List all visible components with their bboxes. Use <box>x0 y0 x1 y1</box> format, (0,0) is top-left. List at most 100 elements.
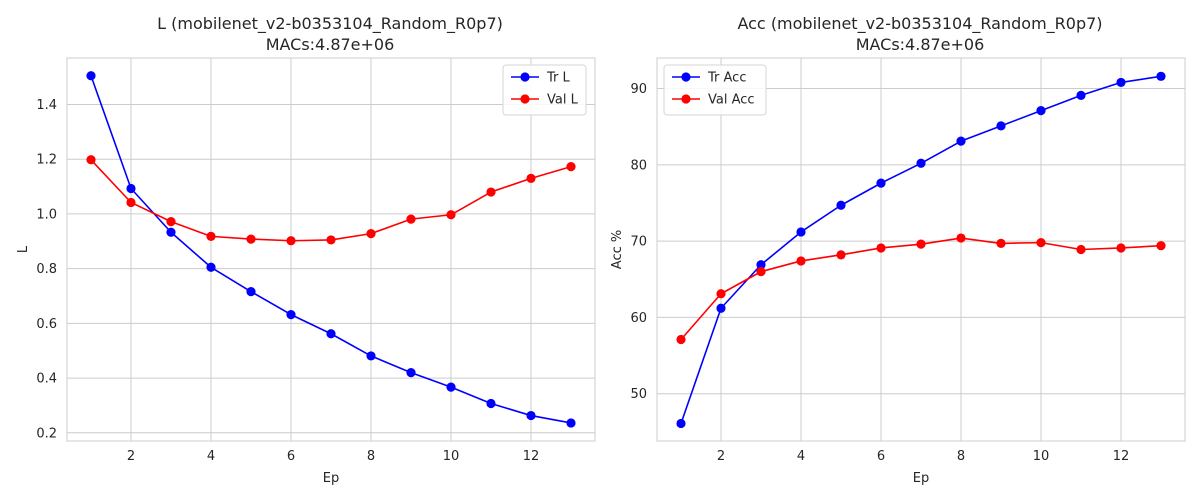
accuracy-chart-xtick-label: 2 <box>717 449 725 464</box>
loss-chart-series-2-point <box>486 187 496 197</box>
loss-chart-series-2-point <box>86 155 96 165</box>
accuracy-chart-legend-label: Val Acc <box>708 93 755 108</box>
accuracy-chart-xtick-label: 10 <box>1033 449 1050 464</box>
accuracy-chart-series-2-point <box>916 239 926 249</box>
accuracy-chart-ytick-label: 50 <box>630 387 647 402</box>
loss-chart-series-2-point <box>326 235 336 245</box>
loss-chart-ytick-label: 0.4 <box>36 372 57 387</box>
loss-chart-series-2-point <box>406 214 416 224</box>
accuracy-chart-series-1-point <box>836 200 846 210</box>
accuracy-chart-title: Acc (mobilenet_v2-b0353104_Random_R0p7) <box>737 14 1102 34</box>
accuracy-chart-series-1-point <box>1076 90 1086 100</box>
accuracy-chart-series <box>676 71 1166 429</box>
accuracy-chart-series-2-point <box>956 233 966 243</box>
accuracy-chart-series-1-point <box>716 303 726 313</box>
loss-chart-series-2-point <box>366 229 376 239</box>
accuracy-chart-series-1-point <box>1036 106 1046 116</box>
loss-chart-plot-area <box>66 57 596 442</box>
loss-chart-title: L (mobilenet_v2-b0353104_Random_R0p7) <box>157 14 503 34</box>
accuracy-chart-series-2-point <box>1076 244 1086 255</box>
accuracy-chart-xtick-label: 8 <box>957 449 965 464</box>
accuracy-chart-series-2-point <box>1116 243 1126 253</box>
loss-chart-xtick-label: 12 <box>523 449 540 464</box>
loss-chart-series-1-point <box>406 368 416 378</box>
accuracy-chart-series-1-point <box>1116 77 1126 88</box>
loss-chart-series-2-point <box>446 210 456 220</box>
loss-chart-xtick-label: 4 <box>207 449 215 464</box>
accuracy-chart-plot-area <box>656 57 1186 442</box>
loss-chart-legend-swatch-marker <box>520 72 530 82</box>
loss-chart-legend: Tr L Val L <box>502 64 587 116</box>
loss-chart-ytick-label: 1.0 <box>36 207 57 222</box>
loss-chart-series-2-point <box>166 216 176 227</box>
accuracy-chart-series-2-line <box>680 237 1162 341</box>
accuracy-chart-series-2-point <box>996 238 1006 248</box>
accuracy-chart-ticks: 2 4 6 8 10 12 50 60 70 80 90 <box>630 82 1129 464</box>
accuracy-chart-series-2-point <box>716 289 726 299</box>
accuracy-chart-legend-swatch-marker <box>681 94 691 104</box>
loss-chart-xtick-label: 8 <box>367 449 375 464</box>
accuracy-chart-xlabel: Ep <box>913 471 929 486</box>
loss-chart-legend-label: Tr L <box>546 71 571 86</box>
accuracy-chart-series-1-point <box>956 136 966 146</box>
loss-chart-series-1-line <box>90 75 572 424</box>
accuracy-chart-xtick-label: 12 <box>1113 449 1130 464</box>
loss-chart-series-2-point <box>526 173 536 183</box>
loss-chart-legend-label: Val L <box>547 93 579 108</box>
accuracy-chart-series-2-point <box>756 267 766 277</box>
accuracy-chart-legend-swatch-marker <box>681 72 691 82</box>
loss-chart-series-1-point <box>326 329 336 339</box>
loss-chart-ytick-label: 0.8 <box>36 262 57 277</box>
accuracy-chart-series-1-point <box>676 418 686 429</box>
accuracy-chart-series-2-point <box>876 243 886 253</box>
accuracy-chart-ytick-label: 90 <box>630 82 647 97</box>
accuracy-chart-legend: Tr Acc Val Acc <box>663 64 767 116</box>
loss-chart-series-1-point <box>566 418 576 428</box>
loss-chart-series-2-point <box>246 234 256 244</box>
loss-chart-legend-swatch-marker <box>520 94 530 104</box>
accuracy-chart-series-1-point <box>756 260 766 270</box>
accuracy-chart-series-2-point <box>796 256 806 266</box>
accuracy-chart-series-2-point <box>676 334 686 345</box>
accuracy-chart-series-2-point <box>836 250 846 260</box>
loss-chart-ytick-label: 0.6 <box>36 317 57 332</box>
loss-chart-series-1-point <box>166 227 176 237</box>
accuracy-chart-xtick-label: 6 <box>877 449 885 464</box>
loss-chart-series <box>86 71 576 428</box>
loss-chart-series-1-point <box>366 351 376 361</box>
loss-chart-ylabel: L <box>16 245 31 253</box>
accuracy-chart-ytick-label: 80 <box>630 158 647 173</box>
loss-chart-series-1-point <box>286 310 296 320</box>
accuracy-chart-xtick-label: 4 <box>797 449 805 464</box>
accuracy-chart-series-2-point <box>1036 238 1046 248</box>
accuracy-chart-series-2-point <box>1156 241 1166 251</box>
accuracy-chart-series-1-point <box>996 121 1006 131</box>
accuracy-chart-ylabel: Acc % <box>610 230 625 269</box>
accuracy-chart-legend-label: Tr Acc <box>707 71 746 86</box>
loss-chart: L (mobilenet_v2-b0353104_Random_R0p7) MA… <box>16 14 596 486</box>
loss-chart-series-1-point <box>446 382 456 392</box>
loss-chart-series-2-point <box>566 162 576 172</box>
loss-chart-xlabel: Ep <box>323 471 339 486</box>
loss-chart-ytick-label: 0.2 <box>36 426 57 441</box>
accuracy-chart-series-1-point <box>796 227 806 237</box>
loss-chart-ytick-label: 1.2 <box>36 153 57 168</box>
accuracy-chart-ytick-label: 70 <box>630 235 647 250</box>
loss-chart-series-1-point <box>246 287 256 297</box>
loss-chart-subtitle: MACs:4.87e+06 <box>266 35 395 54</box>
accuracy-chart-ytick-label: 60 <box>630 311 647 326</box>
loss-chart-series-2-point <box>286 236 296 246</box>
loss-chart-series-2-line <box>90 159 572 242</box>
accuracy-chart-series-1-point <box>876 178 886 188</box>
loss-chart-ytick-label: 1.4 <box>36 98 57 113</box>
loss-chart-series-2-point <box>126 197 136 208</box>
loss-chart-xtick-label: 2 <box>127 449 135 464</box>
loss-chart-series-2-point <box>206 231 216 241</box>
accuracy-chart-subtitle: MACs:4.87e+06 <box>856 35 985 54</box>
loss-chart-series-1-point <box>206 262 216 272</box>
loss-chart-legend-box <box>502 64 587 116</box>
accuracy-chart-series-1-point <box>916 158 926 168</box>
accuracy-chart: Acc (mobilenet_v2-b0353104_Random_R0p7) … <box>610 14 1186 486</box>
loss-chart-series-1-point <box>526 410 536 421</box>
